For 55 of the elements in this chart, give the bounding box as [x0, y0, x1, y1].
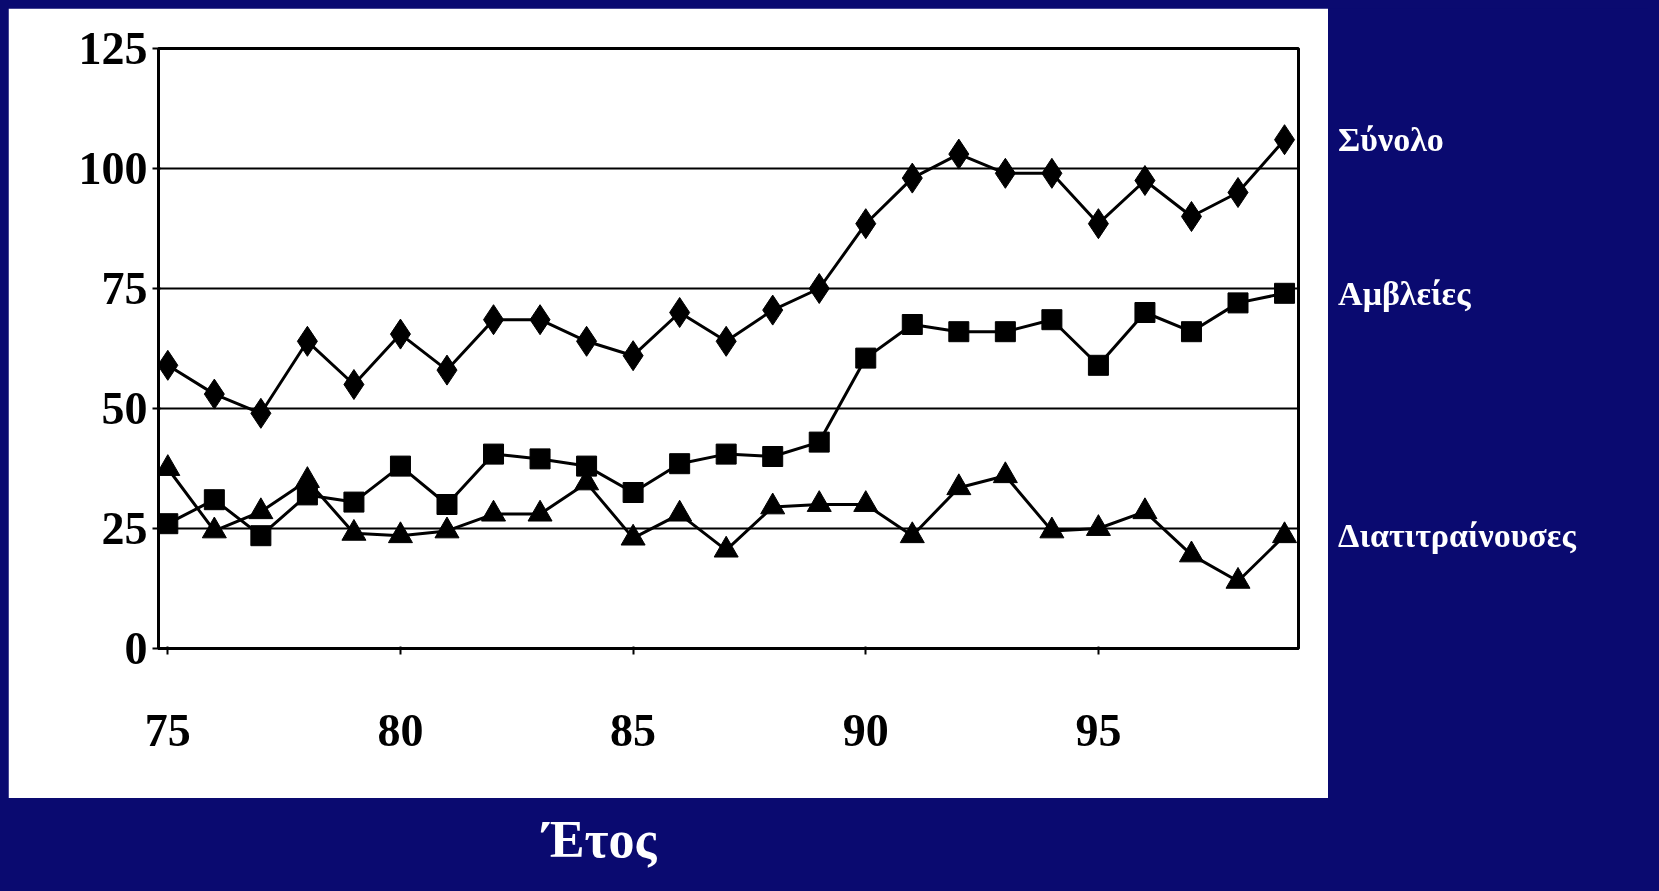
point [1225, 566, 1251, 589]
point [341, 518, 367, 541]
point [481, 499, 507, 522]
point [1178, 540, 1204, 563]
series-label: Σύνολο [1338, 121, 1444, 159]
point [294, 466, 320, 488]
y-tick-label: 100 [78, 143, 148, 194]
point [1039, 516, 1065, 539]
point [1274, 282, 1296, 304]
point [760, 492, 786, 515]
x-tick-label: 85 [610, 704, 657, 756]
x-tick-label: 80 [377, 704, 424, 756]
series-label: Αμβλείες [1338, 274, 1472, 312]
point [1041, 309, 1063, 331]
series-label: Διατιτραίνουσες [1338, 517, 1577, 555]
point [994, 321, 1016, 343]
x-tick-label: 90 [842, 704, 889, 756]
y-tick-label: 50 [101, 383, 148, 434]
point [1272, 521, 1298, 544]
point [1085, 514, 1111, 536]
point [948, 321, 970, 343]
point [992, 461, 1018, 484]
point [806, 490, 832, 512]
point [1227, 177, 1249, 208]
point [387, 521, 413, 544]
point [1180, 321, 1202, 343]
y-tick-label: 125 [78, 23, 148, 74]
point [1132, 497, 1158, 520]
y-tick-label: 75 [101, 263, 148, 314]
point [527, 499, 553, 522]
point [808, 431, 830, 453]
point [667, 499, 693, 522]
point [434, 516, 460, 539]
point [248, 497, 274, 520]
point [669, 297, 691, 328]
y-tick-label: 25 [101, 503, 148, 554]
point [946, 473, 972, 496]
x-axis-title: Έτος [543, 810, 657, 870]
point [899, 521, 925, 544]
point [808, 273, 830, 304]
point [1227, 292, 1249, 314]
x-tick-label: 75 [144, 704, 191, 756]
point [853, 490, 879, 512]
y-tick-label: 0 [124, 623, 148, 674]
point [855, 347, 877, 369]
point [1134, 165, 1156, 196]
point [713, 535, 739, 558]
point [1087, 354, 1109, 376]
point [901, 314, 923, 335]
point [201, 516, 227, 539]
point [343, 369, 365, 400]
x-tick-label: 95 [1075, 704, 1122, 756]
point [1180, 201, 1202, 232]
point [620, 523, 646, 546]
point [1134, 302, 1156, 323]
